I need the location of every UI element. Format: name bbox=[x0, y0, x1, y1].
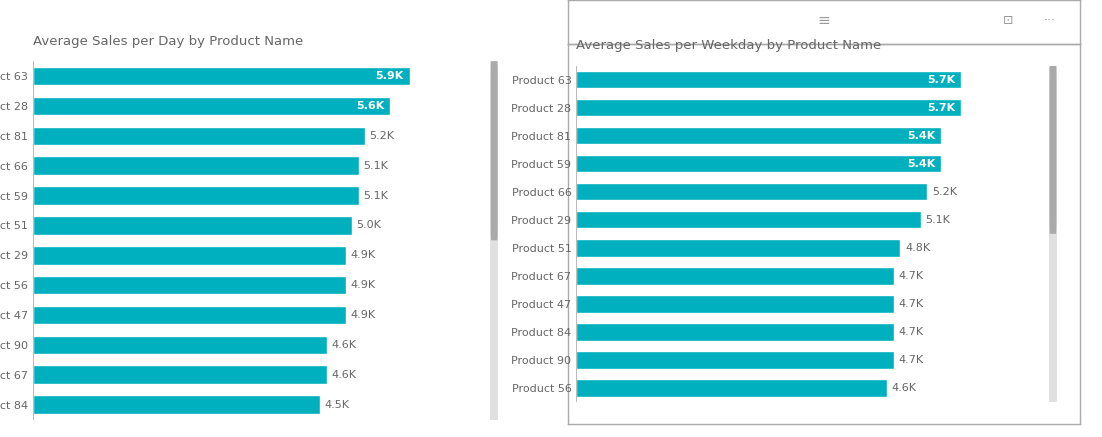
Bar bbox=[33, 186, 358, 205]
Text: 5.9K: 5.9K bbox=[376, 71, 404, 81]
Text: 4.7K: 4.7K bbox=[898, 327, 923, 337]
Text: 5.1K: 5.1K bbox=[363, 161, 388, 171]
Text: 4.5K: 4.5K bbox=[325, 399, 349, 409]
Bar bbox=[576, 183, 928, 201]
Bar bbox=[576, 211, 920, 229]
Bar bbox=[576, 351, 894, 369]
Bar bbox=[33, 276, 346, 295]
Bar bbox=[576, 295, 894, 312]
Text: 4.6K: 4.6K bbox=[331, 370, 356, 380]
Text: 5.7K: 5.7K bbox=[927, 103, 955, 113]
Text: 4.6K: 4.6K bbox=[331, 340, 356, 350]
Text: 4.7K: 4.7K bbox=[898, 355, 923, 365]
Text: 5.7K: 5.7K bbox=[927, 75, 955, 85]
Text: 5.1K: 5.1K bbox=[926, 215, 950, 225]
Text: 4.6K: 4.6K bbox=[892, 383, 917, 393]
Text: ⊡: ⊡ bbox=[1003, 14, 1014, 28]
Bar bbox=[33, 306, 346, 324]
Text: 4.9K: 4.9K bbox=[350, 250, 376, 260]
Bar bbox=[576, 379, 887, 397]
Bar bbox=[576, 267, 894, 284]
FancyBboxPatch shape bbox=[1049, 66, 1057, 234]
Text: Average Sales per Weekday by Product Name: Average Sales per Weekday by Product Nam… bbox=[576, 39, 882, 52]
Text: 5.1K: 5.1K bbox=[363, 191, 388, 201]
Text: ≡: ≡ bbox=[818, 14, 830, 28]
Text: ···: ··· bbox=[1044, 14, 1056, 28]
Bar bbox=[33, 216, 353, 235]
Text: 5.2K: 5.2K bbox=[932, 187, 957, 197]
Bar bbox=[33, 246, 346, 264]
Bar bbox=[33, 156, 358, 175]
Bar bbox=[576, 127, 941, 144]
Bar bbox=[33, 127, 365, 145]
Bar bbox=[33, 67, 410, 85]
Bar bbox=[576, 99, 961, 116]
Bar bbox=[576, 155, 941, 172]
Bar bbox=[33, 97, 390, 115]
Bar bbox=[33, 395, 321, 414]
Text: 5.4K: 5.4K bbox=[907, 159, 936, 169]
FancyBboxPatch shape bbox=[490, 61, 498, 240]
Text: 4.9K: 4.9K bbox=[350, 310, 376, 320]
Bar bbox=[576, 71, 961, 88]
Text: 5.0K: 5.0K bbox=[357, 220, 381, 230]
Bar bbox=[33, 336, 326, 354]
Text: 4.9K: 4.9K bbox=[350, 280, 376, 290]
Text: 4.7K: 4.7K bbox=[898, 271, 923, 281]
Bar bbox=[576, 239, 900, 257]
Text: 4.8K: 4.8K bbox=[905, 243, 930, 253]
Text: 4.7K: 4.7K bbox=[898, 299, 923, 309]
Text: 5.6K: 5.6K bbox=[357, 101, 385, 111]
Text: Average Sales per Day by Product Name: Average Sales per Day by Product Name bbox=[33, 35, 303, 48]
Bar bbox=[33, 365, 326, 384]
Bar bbox=[576, 323, 894, 340]
Text: 5.4K: 5.4K bbox=[907, 131, 936, 141]
Text: 5.2K: 5.2K bbox=[369, 131, 395, 141]
